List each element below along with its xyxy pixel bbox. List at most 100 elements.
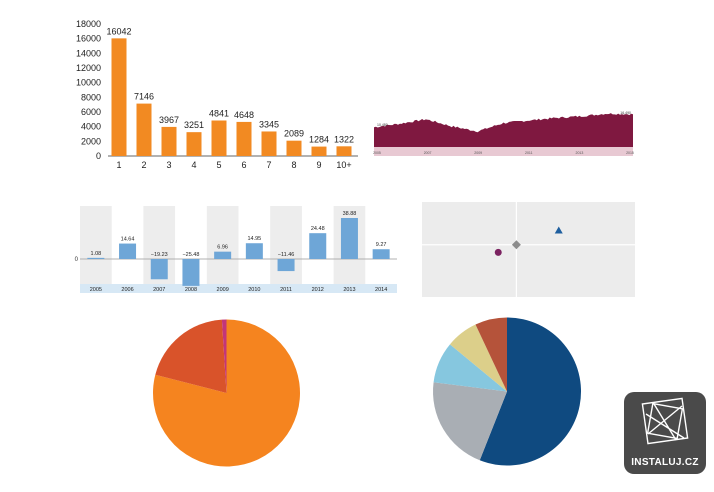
chart-3-data-label: −19.23	[151, 252, 168, 258]
chart-1-x-tick-label: 7	[266, 160, 271, 170]
chart-3-bar	[119, 243, 137, 259]
chart-2-x-tick-label: 2015	[626, 151, 634, 155]
chart-1-data-label: 4648	[234, 110, 254, 120]
chart-3-bar	[214, 251, 232, 259]
chart-6-pie	[432, 317, 582, 466]
watermark-logo: INSTALUJ.CZ	[624, 392, 706, 474]
chart-1-y-tick-label: 4000	[81, 122, 101, 132]
chart-1-bar	[111, 38, 127, 156]
chart-1-bar	[161, 126, 177, 156]
chart-3-bar	[150, 259, 168, 280]
chart-6-pie-slice	[449, 324, 507, 392]
chart-1-bar	[286, 140, 302, 156]
chart-3-year-strip	[80, 284, 397, 293]
chart-1-data-label: 1284	[309, 135, 329, 145]
chart-2-start-label: 10,480	[377, 123, 388, 127]
chart-1-data-label: 1322	[334, 134, 354, 144]
chart-1-x-tick-label: 1	[116, 160, 121, 170]
chart-3-x-tick-label: 2007	[153, 287, 165, 293]
chart-4-point-triangle	[554, 226, 563, 234]
chart-1-x-tick-label: 10+	[336, 160, 351, 170]
chart-3-band	[270, 206, 302, 284]
chart-3-x-tick-label: 2006	[121, 287, 133, 293]
chart-3-data-label: 9.27	[376, 242, 387, 248]
chart-1-data-label: 3251	[184, 120, 204, 130]
chart-3-data-label: −25.48	[182, 252, 199, 258]
chart-4-point-circle	[494, 248, 502, 256]
chart-1-x-tick-label: 6	[241, 160, 246, 170]
chart-1-y-tick-label: 0	[96, 151, 101, 161]
chart-3-bar	[340, 218, 358, 259]
chart-4-scatter	[422, 202, 635, 297]
chart-5-pie-slice	[155, 319, 227, 393]
chart-1-bar: 0 2000 4000 6000 8000 10000 12000 14000 16000 180…	[76, 19, 358, 170]
chart-1-x-tick-label: 4	[191, 160, 196, 170]
chart-3-bar	[245, 243, 263, 259]
chart-3-data-label: 14.95	[247, 236, 261, 242]
chart-1-bar	[311, 146, 327, 156]
chart-1-bar	[186, 132, 202, 156]
chart-3-zero-label: 0	[75, 257, 79, 263]
chart-2-area-fill	[374, 113, 633, 147]
logo-mark-icon	[641, 397, 689, 445]
chart-3-x-tick-label: 2013	[343, 287, 355, 293]
chart-6-pie-slice	[432, 382, 507, 461]
chart-3-data-label: 14.64	[121, 237, 135, 243]
chart-4-plot-area	[422, 202, 635, 297]
chart-2-area: 10,480 16,490 2005 2007 2009 2011 2013 2015	[373, 111, 634, 156]
chart-3-band	[80, 206, 112, 284]
chart-1-y-tick-label: 18000	[76, 19, 101, 29]
chart-1-bar	[236, 121, 252, 156]
chart-3-x-tick-label: 2014	[375, 287, 387, 293]
chart-1-bar	[336, 146, 352, 156]
chart-6-pie-slice	[433, 344, 507, 392]
chart-3-bar	[372, 249, 390, 259]
chart-1-y-tick-label: 10000	[76, 78, 101, 88]
chart-1-bar	[136, 103, 152, 156]
chart-1-data-label: 7146	[134, 92, 154, 102]
chart-5-pie	[153, 319, 301, 467]
chart-1-y-tick-label: 2000	[81, 136, 101, 146]
chart-1-bar	[211, 120, 227, 156]
chart-3-data-label: 38.88	[343, 211, 357, 217]
chart-3-x-tick-label: 2009	[217, 287, 229, 293]
chart-3-data-label: 1.08	[90, 251, 101, 257]
chart-3-bar	[277, 259, 295, 272]
logo-text: INSTALUJ.CZ	[631, 457, 699, 468]
chart-3-data-label: −11.46	[278, 252, 295, 258]
chart-1-x-tick-label: 8	[291, 160, 296, 170]
chart-5-pie-slice	[153, 319, 301, 467]
chart-3-bar	[309, 233, 327, 259]
chart-3-bar	[182, 259, 200, 286]
chart-3-x-tick-label: 2012	[312, 287, 324, 293]
chart-1-data-label: 16042	[106, 26, 131, 36]
chart-1-y-tick-label: 12000	[76, 63, 101, 73]
chart-3-bar	[87, 257, 105, 259]
chart-3-x-tick-label: 2008	[185, 287, 197, 293]
chart-3-x-tick-label: 2005	[90, 287, 102, 293]
chart-3-band	[206, 206, 239, 284]
chart-1-bar	[261, 131, 277, 156]
chart-5-pie-slice	[221, 319, 227, 393]
chart-2-x-tick-label: 2011	[525, 151, 533, 155]
chart-3-data-label: 6.96	[217, 245, 228, 251]
chart-2-x-tick-label: 2007	[424, 151, 432, 155]
chart-1-x-tick-label: 9	[316, 160, 321, 170]
chart-1-data-label: 4841	[209, 108, 229, 118]
chart-1-x-tick-label: 3	[166, 160, 171, 170]
chart-1-x-tick-label: 2	[141, 160, 146, 170]
chart-3-diverging-bar: 0 1.08 14.64 −19.23 −25.48 6.96 14.95 −11.46 24…	[75, 206, 397, 293]
chart-1-y-tick-label: 8000	[81, 92, 101, 102]
chart-1-y-tick-label: 14000	[76, 48, 101, 58]
chart-1-data-label: 2089	[284, 129, 304, 139]
chart-6-pie-slice	[475, 317, 507, 392]
chart-2-x-tick-label: 2005	[373, 151, 381, 155]
chart-2-end-label: 16,490	[620, 111, 631, 115]
chart-2-x-tick-label: 2009	[474, 151, 482, 155]
chart-1-y-tick-label: 6000	[81, 107, 101, 117]
chart-3-data-label: 24.48	[311, 226, 325, 232]
chart-1-x-tick-label: 5	[216, 160, 221, 170]
chart-1-data-label: 3967	[159, 115, 179, 125]
chart-1-y-tick-label: 16000	[76, 34, 101, 44]
chart-6-pie-slice	[479, 317, 582, 466]
